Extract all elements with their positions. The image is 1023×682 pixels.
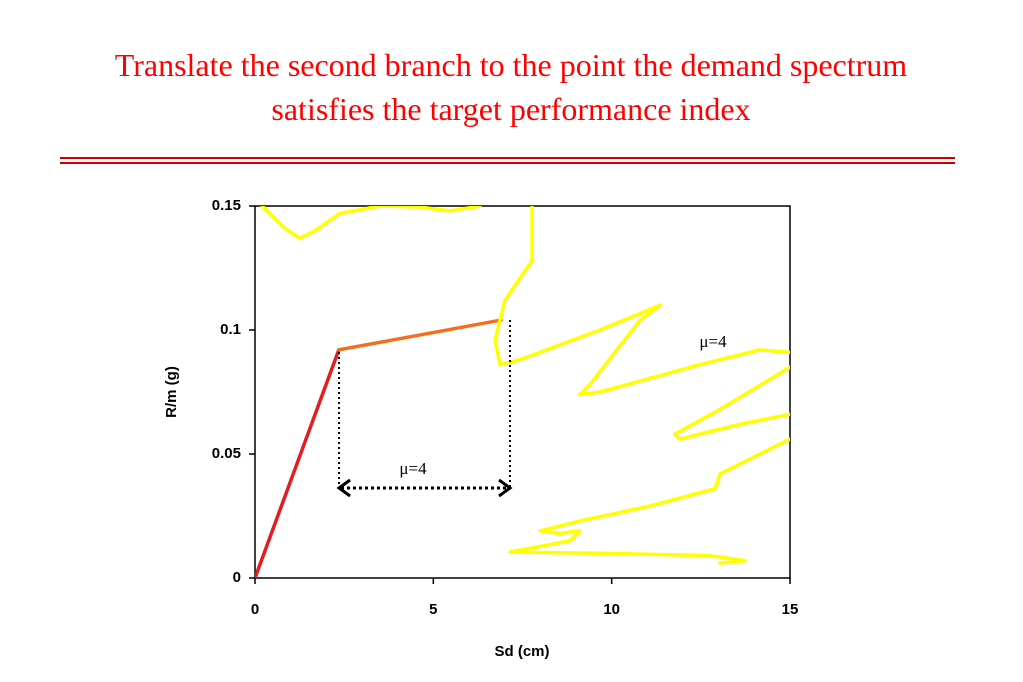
y-tick-label: 0 [233,569,241,586]
data-line [337,318,503,352]
y-axis-label: R/m (g) [163,366,180,418]
plot-frame [254,205,791,579]
data-line [255,348,341,578]
y-tick-label: 0.15 [212,197,241,214]
y-tick-label: 0.05 [212,445,241,462]
x-tick-label: 15 [782,601,799,618]
x-tick-label: 0 [251,601,259,618]
x-tick-label: 10 [603,601,620,618]
y-tick-label: 0.1 [220,321,241,338]
x-axis-label: Sd (cm) [494,643,549,660]
plot-area [255,206,790,578]
annotation: μ=4 [699,332,727,351]
data-line [260,206,790,565]
arrow-head [336,478,513,498]
annotation: μ=4 [399,459,427,478]
x-tick-label: 5 [429,601,437,618]
title-line: satisfies the target performance index [271,91,750,127]
title-line: Translate the second branch to the point… [115,47,908,83]
